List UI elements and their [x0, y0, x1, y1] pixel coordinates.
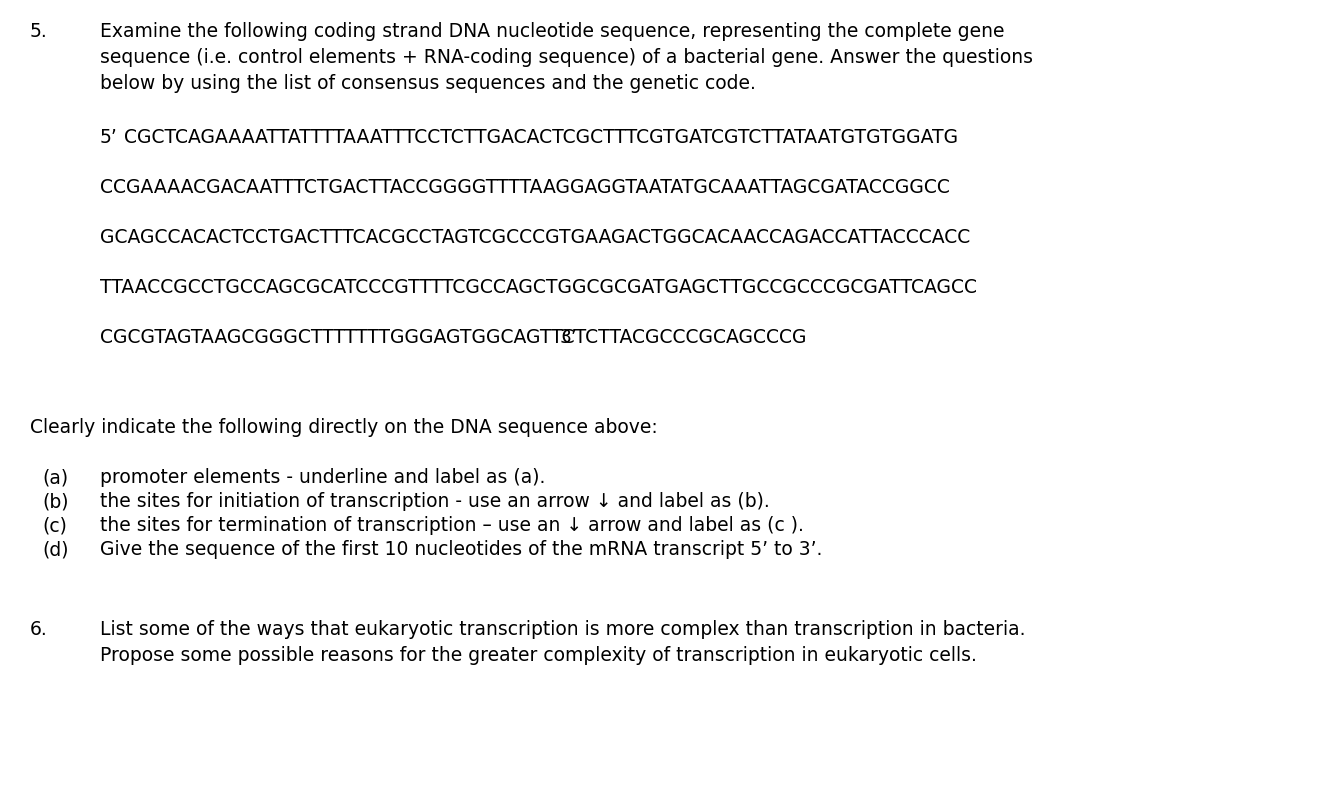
Text: promoter elements - underline and label as (a).: promoter elements - underline and label … [100, 468, 545, 487]
Text: Give the sequence of the first 10 nucleotides of the mRNA transcript 5’ to 3’.: Give the sequence of the first 10 nucleo… [100, 540, 822, 559]
Text: TTAACCGCCTGCCAGCGCATCCCGTTTTCGCCAGCTGGCGCGATGAGCTTGCCGCCCGCGATTCAGCC: TTAACCGCCTGCCAGCGCATCCCGTTTTCGCCAGCTGGCG… [100, 278, 977, 297]
Text: below by using the list of consensus sequences and the genetic code.: below by using the list of consensus seq… [100, 74, 756, 93]
Text: (b): (b) [42, 492, 69, 511]
Text: Clearly indicate the following directly on the DNA sequence above:: Clearly indicate the following directly … [30, 418, 657, 437]
Text: (c): (c) [42, 516, 67, 535]
Text: 5.: 5. [30, 22, 48, 41]
Text: 3’: 3’ [560, 328, 578, 347]
Text: the sites for termination of transcription – use an ↓ arrow and label as (c ).: the sites for termination of transcripti… [100, 516, 804, 535]
Text: List some of the ways that eukaryotic transcription is more complex than transcr: List some of the ways that eukaryotic tr… [100, 620, 1026, 639]
Text: sequence (i.e. control elements + RNA-coding sequence) of a bacterial gene. Answ: sequence (i.e. control elements + RNA-co… [100, 48, 1034, 67]
Text: CCGAAAACGACAATTTCTGACTTACCGGGGTTTTAAGGAGGTAATATGCAAATTAGCGATACCGGCC: CCGAAAACGACAATTTCTGACTTACCGGGGTTTTAAGGAG… [100, 178, 950, 197]
Text: (a): (a) [42, 468, 69, 487]
Text: 6.: 6. [30, 620, 48, 639]
Text: Propose some possible reasons for the greater complexity of transcription in euk: Propose some possible reasons for the gr… [100, 646, 977, 665]
Text: GCAGCCACACTCCTGACTTTCACGCCTAGTCGCCCGTGAAGACTGGCACAACCAGACCATTACCCACC: GCAGCCACACTCCTGACTTTCACGCCTAGTCGCCCGTGAA… [100, 228, 970, 247]
Text: CGCGTAGTAAGCGGGCTTTTTTTGGGAGTGGCAGTTCTCTTACGCCCGCAGCCCG: CGCGTAGTAAGCGGGCTTTTTTTGGGAGTGGCAGTTCTCT… [100, 328, 807, 347]
Text: CGCTCAGAAAATTATTTTAAATTTCCTCTTGACACTCGCTTTCGTGATCGTCTTATAATGTGTGGATG: CGCTCAGAAAATTATTTTAAATTTCCTCTTGACACTCGCT… [124, 128, 958, 147]
Text: (d): (d) [42, 540, 69, 559]
Text: 5’: 5’ [100, 128, 117, 147]
Text: the sites for initiation of transcription - use an arrow ↓ and label as (b).: the sites for initiation of transcriptio… [100, 492, 770, 511]
Text: Examine the following coding strand DNA nucleotide sequence, representing the co: Examine the following coding strand DNA … [100, 22, 1005, 41]
